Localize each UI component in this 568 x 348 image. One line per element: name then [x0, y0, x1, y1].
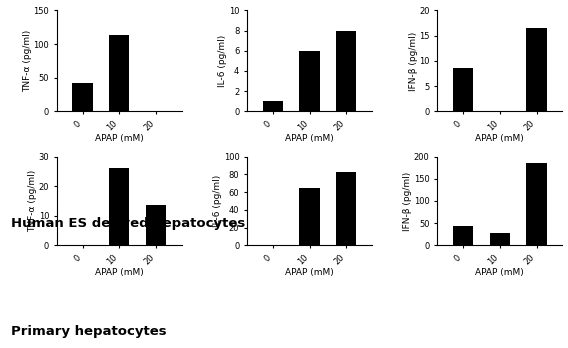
Bar [109, 35, 130, 111]
Y-axis label: IL-6 (pg/ml): IL-6 (pg/ml) [219, 35, 227, 87]
X-axis label: APAP (mM): APAP (mM) [475, 134, 524, 143]
Text: Primary hepatocytes: Primary hepatocytes [11, 325, 167, 338]
Text: Human ES derived hepatocytes: Human ES derived hepatocytes [11, 218, 245, 230]
Bar [336, 172, 357, 245]
Y-axis label: TNF-α (pg/ml): TNF-α (pg/ml) [28, 170, 37, 232]
Y-axis label: IFN-β (pg/ml): IFN-β (pg/ml) [408, 31, 417, 90]
Bar [73, 83, 93, 111]
Y-axis label: IL-6 (pg/ml): IL-6 (pg/ml) [213, 175, 222, 227]
Y-axis label: IFN-β (pg/ml): IFN-β (pg/ml) [403, 171, 412, 231]
Bar [299, 188, 320, 245]
Bar [453, 69, 473, 111]
X-axis label: APAP (mM): APAP (mM) [285, 268, 334, 277]
Bar [262, 101, 283, 111]
X-axis label: APAP (mM): APAP (mM) [475, 268, 524, 277]
Y-axis label: TNF-α (pg/ml): TNF-α (pg/ml) [23, 30, 32, 92]
Bar [527, 28, 546, 111]
Bar [336, 31, 357, 111]
Bar [109, 168, 130, 245]
Bar [527, 163, 546, 245]
Bar [299, 51, 320, 111]
X-axis label: APAP (mM): APAP (mM) [95, 268, 144, 277]
X-axis label: APAP (mM): APAP (mM) [95, 134, 144, 143]
X-axis label: APAP (mM): APAP (mM) [285, 134, 334, 143]
Bar [146, 205, 166, 245]
Bar [490, 233, 510, 245]
Bar [453, 226, 473, 245]
